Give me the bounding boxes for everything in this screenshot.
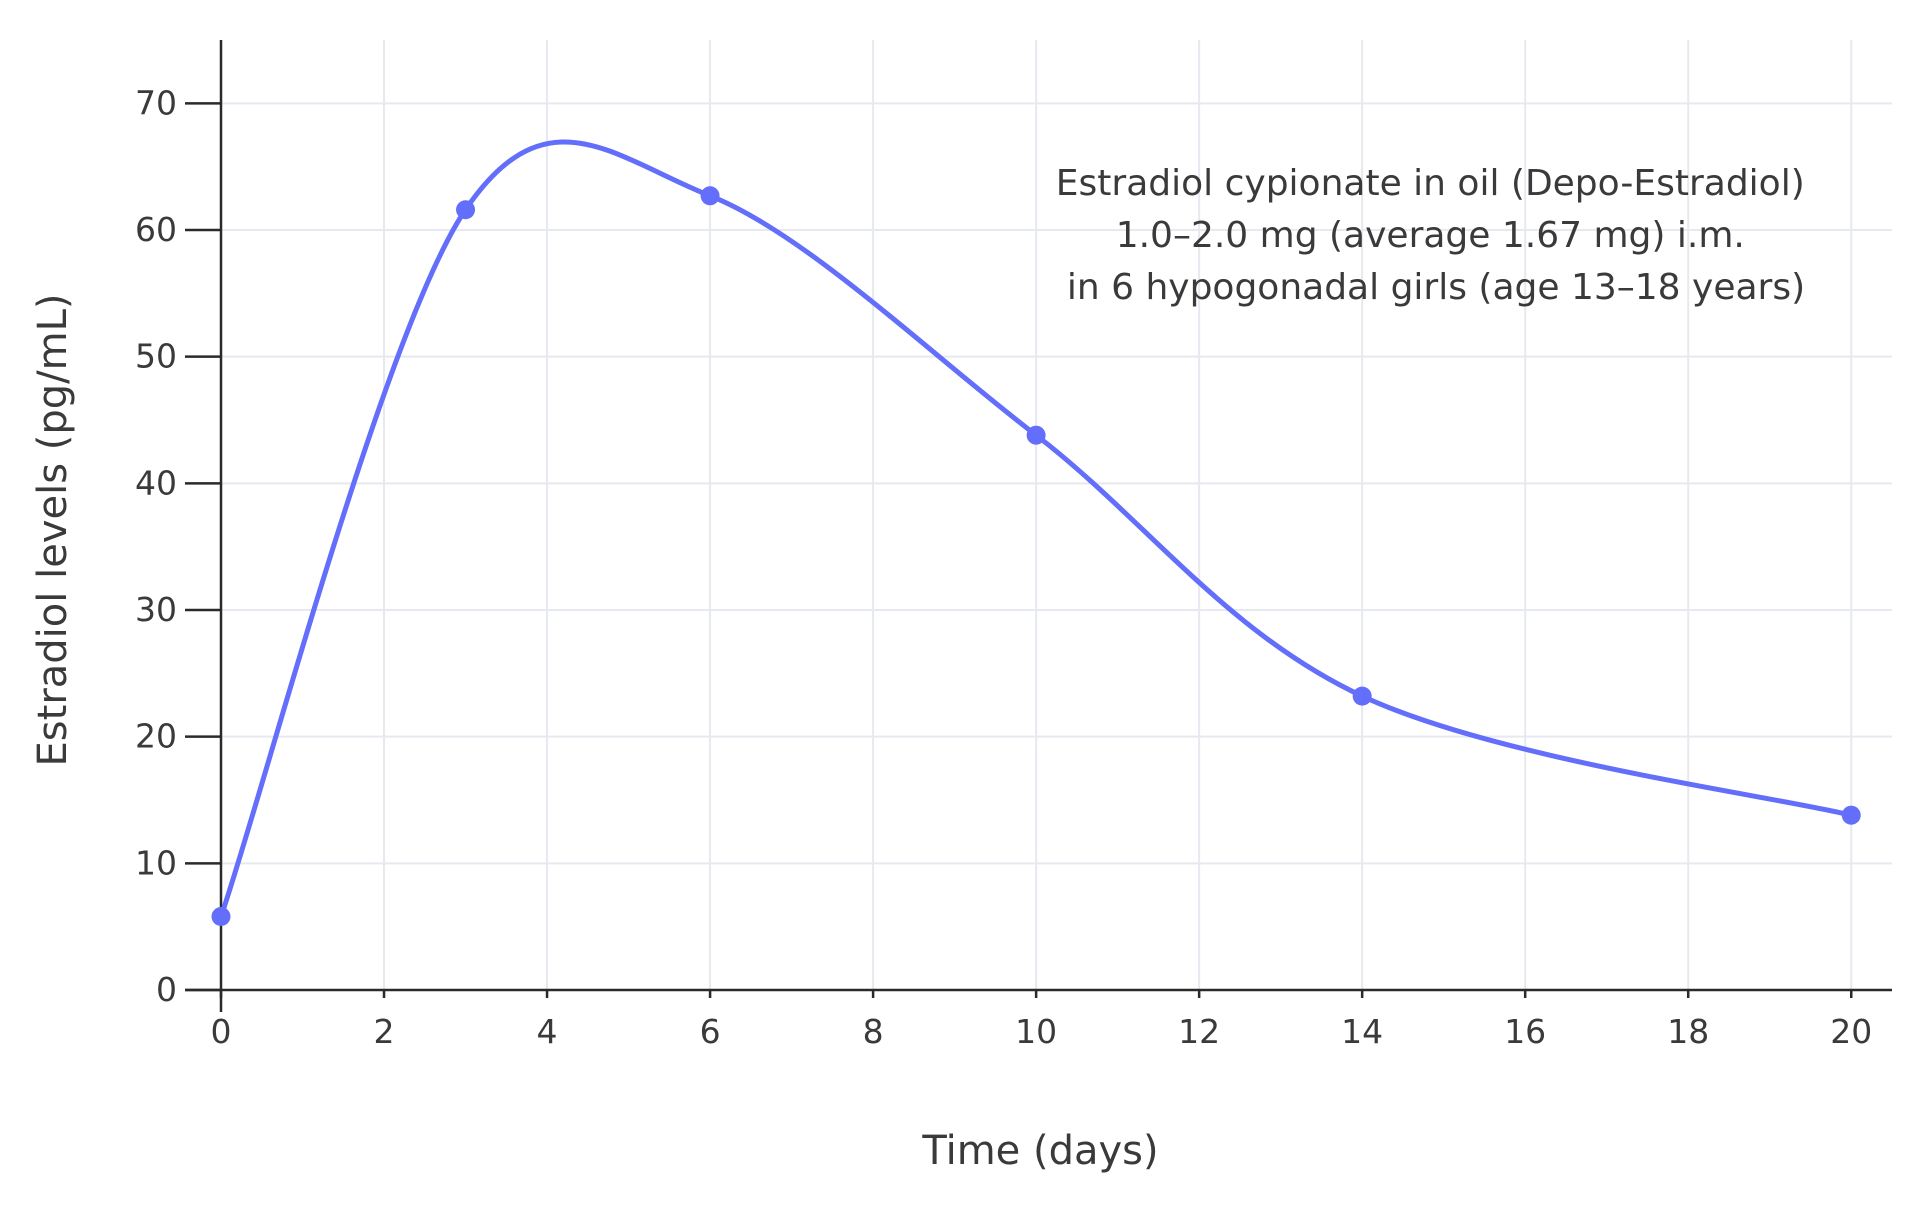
y-tick-label: 40 [135, 463, 177, 502]
annotation: Estradiol cypionate in oil (Depo-Estradi… [1056, 163, 1816, 308]
data-point[interactable] [211, 907, 231, 927]
y-gridlines [221, 102, 1892, 865]
x-tick-label: 6 [700, 1012, 721, 1051]
x-tick-label: 14 [1341, 1012, 1383, 1051]
y-ticks: 0 10 20 30 40 50 60 70 [135, 83, 221, 1009]
y-tick-label: 0 [156, 970, 177, 1009]
y-tick-label: 30 [135, 590, 177, 629]
data-point[interactable] [1841, 805, 1861, 825]
x-tick-label: 16 [1504, 1012, 1546, 1051]
y-tick-label: 50 [135, 337, 177, 376]
y-tick-label: 10 [135, 843, 177, 882]
annotation-line-2: 1.0–2.0 mg (average 1.67 mg) i.m. [1116, 215, 1745, 256]
annotation-line-1: Estradiol cypionate in oil (Depo-Estradi… [1056, 163, 1805, 204]
series-line [218, 139, 1854, 919]
x-tick-label: 4 [537, 1012, 558, 1051]
x-ticks: 0 2 4 6 8 10 12 14 16 18 20 [211, 990, 1872, 1051]
data-point[interactable] [456, 200, 476, 220]
x-tick-label: 12 [1178, 1012, 1220, 1051]
data-point[interactable] [1352, 686, 1372, 706]
x-tick-label: 18 [1667, 1012, 1709, 1051]
series-group [211, 139, 1861, 927]
data-point[interactable] [1026, 425, 1046, 445]
x-tick-label: 8 [863, 1012, 884, 1051]
annotation-line-3: in 6 hypogonadal girls (age 13–18 years) [1067, 267, 1805, 308]
y-tick-label: 70 [135, 83, 177, 122]
y-axis-title: Estradiol levels (pg/mL) [30, 294, 76, 767]
x-tick-label: 0 [211, 1012, 232, 1051]
y-tick-label: 20 [135, 717, 177, 756]
x-tick-label: 10 [1015, 1012, 1057, 1051]
x-tick-label: 20 [1830, 1012, 1872, 1051]
data-point[interactable] [700, 186, 720, 206]
y-tick-label: 60 [135, 210, 177, 249]
x-axis-title: Time (days) [921, 1128, 1158, 1174]
x-tick-label: 2 [374, 1012, 395, 1051]
axes [185, 40, 1892, 1012]
